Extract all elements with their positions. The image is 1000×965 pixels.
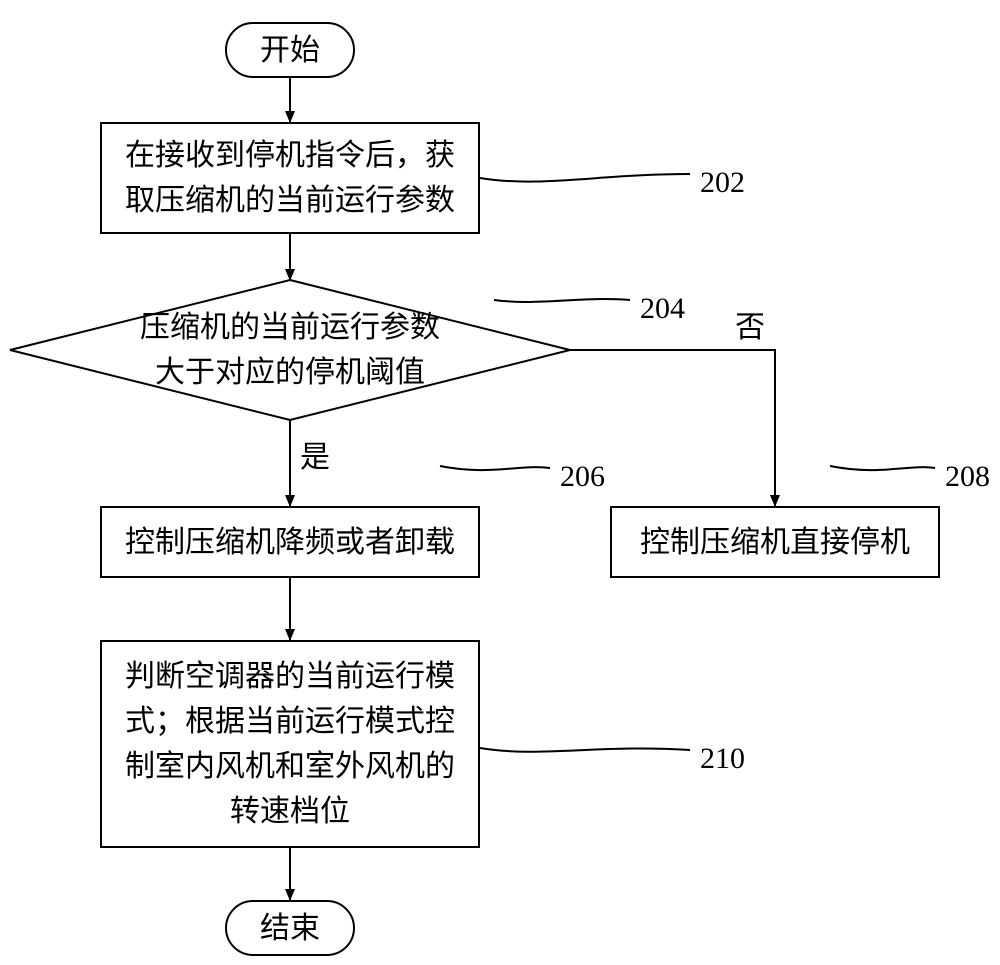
step-label-208-text: 208 <box>945 460 990 493</box>
end-terminator: 结束 <box>225 900 355 956</box>
flowchart-canvas: 开始 在接收到停机指令后，获取压缩机的当前运行参数 压缩机的当前运行参数大于对应… <box>0 0 1000 965</box>
step-label-202-text: 202 <box>700 166 745 199</box>
step-label-204: 204 <box>640 292 685 326</box>
decision-204: 压缩机的当前运行参数大于对应的停机阈值 <box>110 300 470 400</box>
step-label-206-text: 206 <box>560 460 605 493</box>
decision-204-text: 压缩机的当前运行参数大于对应的停机阈值 <box>140 305 440 395</box>
branch-no-text: 否 <box>735 311 765 344</box>
start-label: 开始 <box>260 28 320 73</box>
step-label-210: 210 <box>700 742 745 776</box>
step-label-202: 202 <box>700 166 745 200</box>
step-label-210-text: 210 <box>700 742 745 775</box>
process-202: 在接收到停机指令后，获取压缩机的当前运行参数 <box>100 122 480 234</box>
process-208-text: 控制压缩机直接停机 <box>640 520 910 565</box>
process-210-text: 判断空调器的当前运行模式；根据当前运行模式控制室内风机和室外风机的转速档位 <box>125 654 455 834</box>
step-label-208: 208 <box>945 460 990 494</box>
branch-yes-label: 是 <box>300 432 330 476</box>
process-206-text: 控制压缩机降频或者卸载 <box>125 520 455 565</box>
process-202-text: 在接收到停机指令后，获取压缩机的当前运行参数 <box>125 133 455 223</box>
branch-no-label: 否 <box>735 302 765 346</box>
process-210: 判断空调器的当前运行模式；根据当前运行模式控制室内风机和室外风机的转速档位 <box>100 640 480 848</box>
process-208: 控制压缩机直接停机 <box>610 506 940 578</box>
start-terminator: 开始 <box>225 22 355 78</box>
step-label-204-text: 204 <box>640 292 685 325</box>
process-206: 控制压缩机降频或者卸载 <box>100 506 480 578</box>
end-label: 结束 <box>260 906 320 951</box>
branch-yes-text: 是 <box>300 441 330 474</box>
step-label-206: 206 <box>560 460 605 494</box>
